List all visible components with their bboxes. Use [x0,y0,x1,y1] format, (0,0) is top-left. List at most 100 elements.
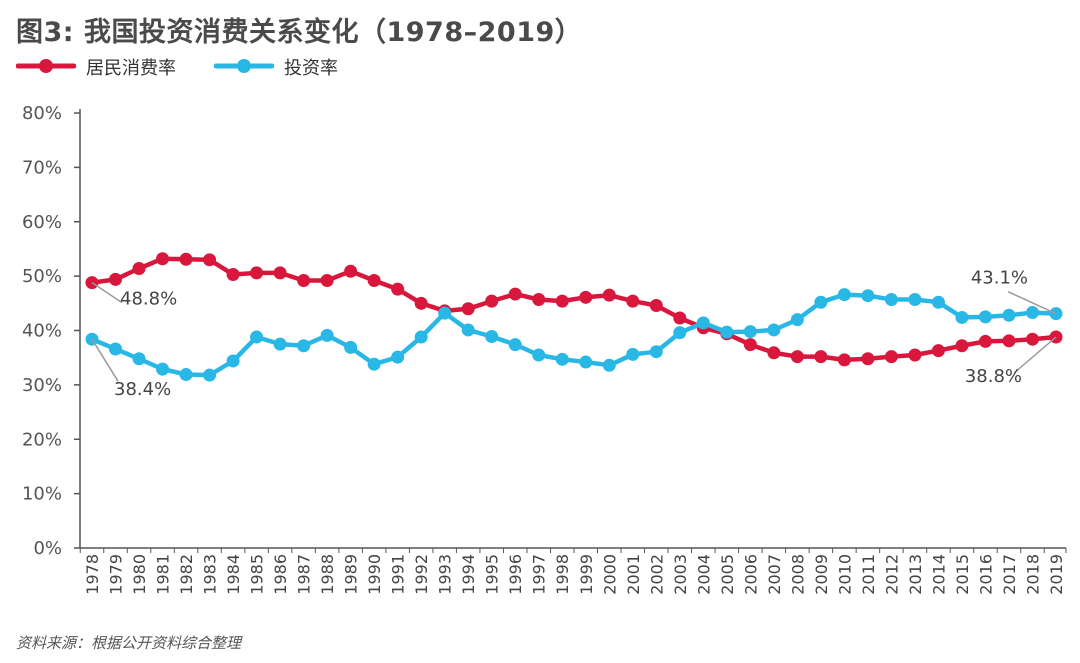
source-note: 资料来源：根据公开资料综合整理 [16,634,242,652]
data-point-consumption [344,264,358,278]
annotation-label: 38.4% [114,379,171,400]
annotation-label: 48.8% [120,289,177,310]
data-point-consumption [579,290,593,304]
x-tick-label: 2001 [624,554,643,595]
data-point-investment [226,354,240,368]
data-point-investment [109,342,123,356]
data-point-consumption [626,294,640,308]
data-point-consumption [1025,332,1039,346]
x-tick-label: 2004 [694,554,713,595]
data-point-consumption [955,339,969,353]
data-point-consumption [297,273,311,287]
data-point-consumption [1002,334,1016,348]
data-point-investment [461,323,475,337]
data-point-consumption [485,294,499,308]
data-point-consumption [790,350,804,364]
data-point-consumption [602,288,616,302]
x-tick-label: 1979 [107,554,126,595]
y-tick-label: 60% [22,212,62,233]
x-tick-label: 2019 [1047,554,1066,595]
data-point-investment [132,352,146,366]
data-point-investment [814,295,828,309]
chart-title: 图3: 我国投资消费关系变化（1978–2019） [16,17,583,48]
data-point-investment [720,325,734,339]
data-point-investment [156,362,170,376]
y-tick-label: 70% [22,157,62,178]
x-tick-label: 1993 [436,554,455,595]
data-point-consumption [978,334,992,348]
annotation-leader [1013,336,1057,374]
data-point-investment [344,340,358,354]
x-tick-label: 2017 [1000,554,1019,595]
data-point-consumption [367,273,381,287]
data-point-investment [908,293,922,307]
x-tick-label: 2008 [788,554,807,595]
data-point-consumption [931,344,945,358]
data-point-consumption [226,267,240,281]
data-point-investment [1025,306,1039,320]
x-tick-label: 1996 [506,554,525,595]
data-point-investment [438,306,452,320]
data-point-consumption [814,350,828,364]
data-point-consumption [273,266,287,280]
data-point-investment [743,325,757,339]
data-point-consumption [391,282,405,296]
data-point-consumption [555,294,569,308]
data-point-consumption [250,266,264,280]
data-point-investment [626,347,640,361]
data-point-investment [696,316,710,330]
data-point-investment [649,345,663,359]
data-point-investment [955,310,969,324]
x-tick-label: 2009 [812,554,831,595]
data-point-investment [861,289,875,303]
data-point-consumption [908,348,922,362]
data-point-consumption [837,353,851,367]
x-tick-label: 1989 [342,554,361,595]
x-tick-label: 1986 [271,554,290,595]
x-tick-label: 2018 [1023,554,1042,595]
data-point-investment [508,338,522,352]
data-point-consumption [649,298,663,312]
data-point-consumption [109,272,123,286]
data-point-investment [320,328,334,342]
x-tick-label: 1982 [177,554,196,595]
data-point-investment [837,288,851,302]
x-tick-label: 2011 [859,554,878,595]
data-point-consumption [132,262,146,276]
data-point-investment [391,350,405,364]
annotation-leader [91,282,123,304]
data-point-investment [273,337,287,351]
data-point-investment [1002,308,1016,322]
data-point-investment [250,330,264,344]
data-point-consumption [179,252,193,266]
annotation-label: 38.8% [965,366,1022,387]
data-point-investment [203,368,217,382]
data-point-investment [978,310,992,324]
data-point-consumption [884,350,898,364]
x-tick-label: 2016 [976,554,995,595]
data-point-investment [602,358,616,372]
x-tick-label: 2003 [671,554,690,595]
data-point-consumption [320,273,334,287]
data-point-consumption [743,338,757,352]
x-tick-label: 2010 [835,554,854,595]
annotation-leader [91,338,119,382]
x-tick-label: 1998 [553,554,572,595]
x-tick-label: 2012 [882,554,901,595]
data-point-consumption [673,311,687,325]
x-tick-label: 2006 [741,554,760,595]
data-point-consumption [156,252,170,266]
data-point-investment [790,313,804,327]
x-tick-label: 1992 [412,554,431,595]
x-tick-label: 1978 [83,554,102,595]
x-tick-label: 1995 [483,554,502,595]
y-tick-label: 40% [22,321,62,342]
x-tick-label: 1988 [318,554,337,595]
data-point-investment [555,352,569,366]
legend-swatch-consumption [16,59,76,73]
y-tick-label: 0% [33,538,62,559]
legend-label-consumption: 居民消费率 [86,58,176,79]
data-point-investment [931,295,945,309]
y-tick-label: 20% [22,429,62,450]
